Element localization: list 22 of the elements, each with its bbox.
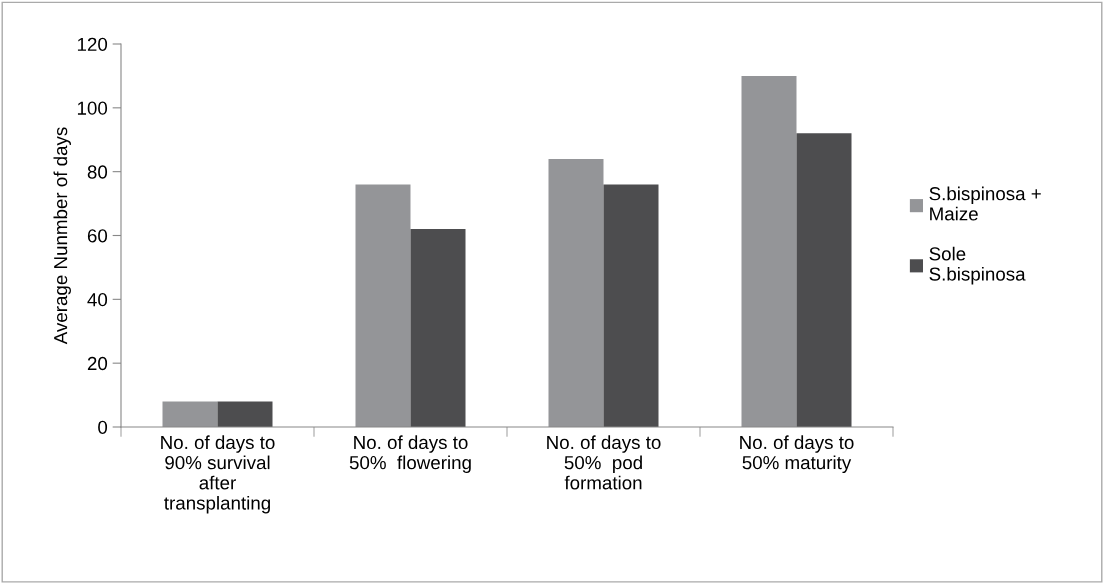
bar (162, 401, 218, 427)
bar (796, 133, 852, 427)
y-tick-label: 0 (98, 420, 108, 434)
y-tick-label: 40 (87, 293, 108, 307)
y-tick-label: 60 (87, 229, 108, 243)
y-tick-label: 120 (77, 37, 108, 51)
bar (410, 229, 466, 427)
y-tick-label: 100 (77, 101, 108, 115)
bar (603, 184, 659, 427)
legend-label: Sole S.bispinosa (929, 246, 1026, 285)
bar (217, 401, 273, 427)
y-tick-label: 80 (87, 165, 108, 179)
x-tick-label: No. of days to 50% flowering (349, 435, 471, 474)
x-tick-label: No. of days to 50% maturity (740, 435, 854, 474)
bar (355, 184, 411, 427)
bar (741, 75, 797, 427)
y-tick-label: 20 (87, 356, 108, 371)
x-tick-label: No. of days to 50% pod formation (547, 435, 661, 490)
bar (548, 158, 604, 427)
y-axis-title: Average Nunmber of days (53, 127, 71, 345)
x-tick-label: No. of days to 90% survival after transplanting (161, 435, 275, 514)
legend-label: S.bispinosa + Maize (929, 186, 1041, 221)
